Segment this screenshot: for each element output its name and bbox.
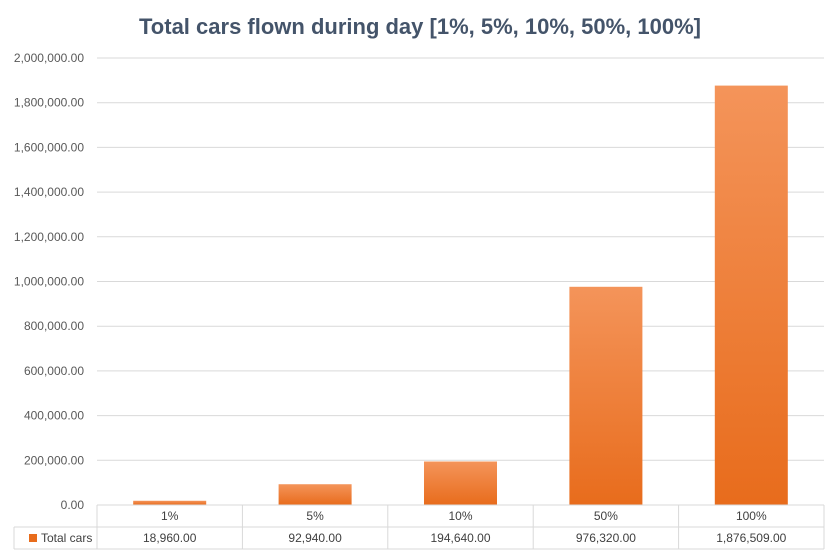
bar-5pct xyxy=(278,484,352,505)
y-tick-label: 0.00 xyxy=(61,498,85,512)
bar-100pct xyxy=(714,85,788,506)
legend-series-name: Total cars xyxy=(41,531,92,545)
y-tick-label: 1,400,000.00 xyxy=(14,185,84,199)
data-value-label: 92,940.00 xyxy=(288,531,342,545)
chart-title: Total cars flown during day [1%, 5%, 10%… xyxy=(139,14,701,39)
data-value-label: 1,876,509.00 xyxy=(716,531,786,545)
category-label: 1% xyxy=(161,509,179,523)
y-tick-label: 2,000,000.00 xyxy=(14,51,84,65)
data-value-label: 194,640.00 xyxy=(430,531,490,545)
legend-swatch xyxy=(29,534,37,542)
y-tick-label: 1,600,000.00 xyxy=(14,140,84,154)
y-tick-label: 200,000.00 xyxy=(24,453,84,467)
category-label: 5% xyxy=(306,509,324,523)
data-value-label: 976,320.00 xyxy=(576,531,636,545)
data-value-label: 18,960.00 xyxy=(143,531,197,545)
category-label: 100% xyxy=(736,509,767,523)
y-tick-label: 400,000.00 xyxy=(24,409,84,423)
y-tick-label: 600,000.00 xyxy=(24,364,84,378)
category-label: 10% xyxy=(448,509,472,523)
category-label: 50% xyxy=(594,509,618,523)
bar-10pct xyxy=(424,461,497,505)
y-tick-label: 1,000,000.00 xyxy=(14,275,84,289)
gridlines xyxy=(97,57,824,506)
bars xyxy=(133,85,788,506)
bar-50pct xyxy=(569,286,643,505)
y-tick-label: 1,200,000.00 xyxy=(14,230,84,244)
y-tick-label: 800,000.00 xyxy=(24,319,84,333)
bar-1pct xyxy=(133,500,207,505)
data-table: 1% 18,960.00 5% 92,940.00 10% 194,640.00 50% 97… xyxy=(13,504,825,550)
y-tick-label: 1,800,000.00 xyxy=(14,96,84,110)
y-axis-tick-labels: 0.00 200,000.00 400,000.00 600,000.00 800,00… xyxy=(14,51,84,512)
